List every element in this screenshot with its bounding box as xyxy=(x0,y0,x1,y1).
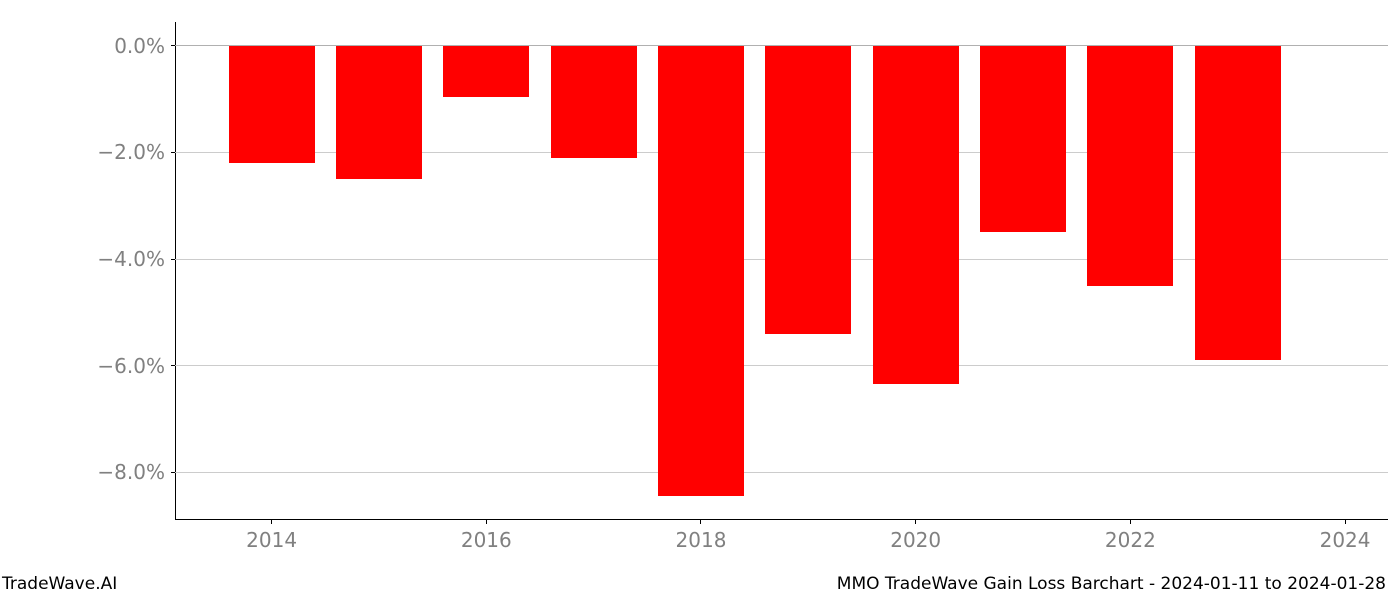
ytick-mark xyxy=(171,259,175,260)
ytick-mark xyxy=(171,152,175,153)
ytick-mark xyxy=(171,365,175,366)
xtick-mark xyxy=(1130,520,1131,524)
bar xyxy=(229,46,315,163)
ytick-label: −8.0% xyxy=(5,460,165,484)
gridline xyxy=(175,472,1388,473)
ytick-label: −6.0% xyxy=(5,354,165,378)
xtick-label: 2018 xyxy=(661,528,741,552)
ytick-mark xyxy=(171,472,175,473)
figure: TradeWave.AI MMO TradeWave Gain Loss Bar… xyxy=(0,0,1400,600)
xtick-label: 2020 xyxy=(876,528,956,552)
bar xyxy=(980,46,1066,232)
bar xyxy=(765,46,851,334)
xtick-mark xyxy=(915,520,916,524)
bar xyxy=(551,46,637,158)
xtick-mark xyxy=(486,520,487,524)
xtick-label: 2024 xyxy=(1305,528,1385,552)
xtick-label: 2014 xyxy=(232,528,312,552)
axis-spine-left xyxy=(175,22,176,520)
gridline xyxy=(175,365,1388,366)
bar xyxy=(1087,46,1173,286)
bar xyxy=(1195,46,1281,360)
ytick-label: 0.0% xyxy=(5,34,165,58)
xtick-label: 2016 xyxy=(446,528,526,552)
ytick-label: −2.0% xyxy=(5,140,165,164)
footer-left-text: TradeWave.AI xyxy=(2,574,117,594)
plot-area xyxy=(175,22,1388,520)
bar xyxy=(873,46,959,384)
bar xyxy=(336,46,422,179)
footer-right-text: MMO TradeWave Gain Loss Barchart - 2024-… xyxy=(837,574,1386,594)
xtick-label: 2022 xyxy=(1090,528,1170,552)
xtick-mark xyxy=(700,520,701,524)
bar xyxy=(443,46,529,97)
ytick-label: −4.0% xyxy=(5,247,165,271)
axis-spine-bottom xyxy=(175,519,1388,520)
bar xyxy=(658,46,744,496)
xtick-mark xyxy=(1345,520,1346,524)
xtick-mark xyxy=(271,520,272,524)
